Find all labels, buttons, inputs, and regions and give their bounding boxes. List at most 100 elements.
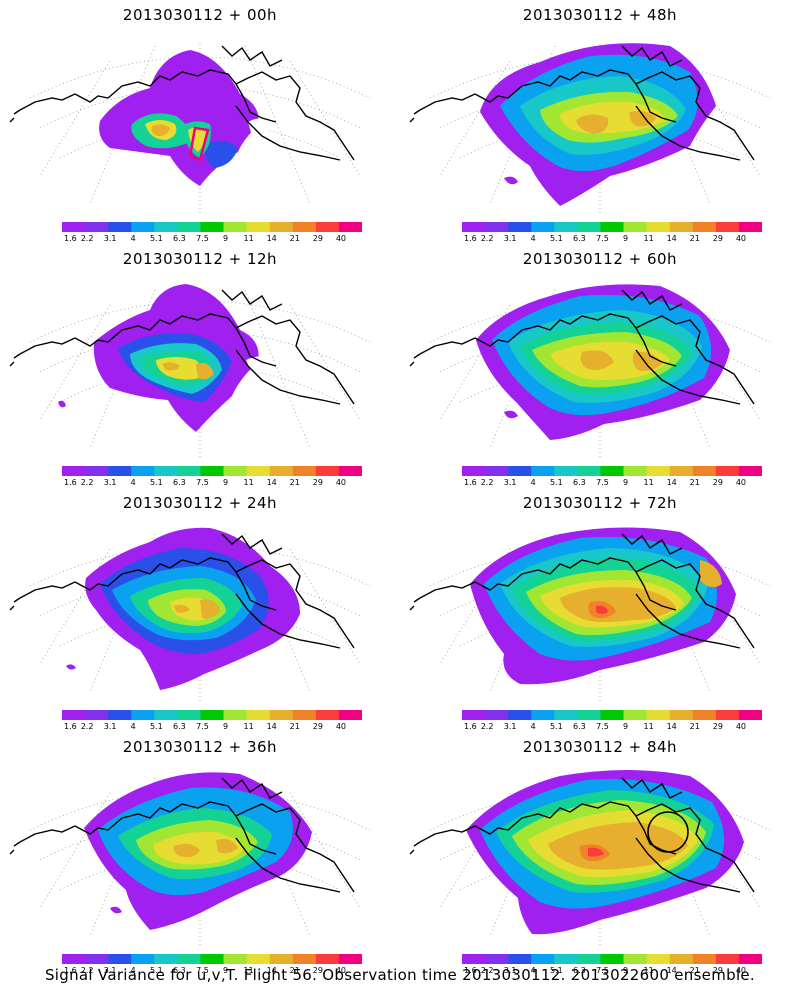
- colorbar-label: 29: [313, 722, 323, 730]
- colorbar-swatch: [554, 710, 578, 720]
- colorbar-swatch: [462, 710, 486, 720]
- colorbar-label: 5.1: [550, 234, 563, 242]
- colorbar-swatch: [531, 710, 555, 720]
- colorbar-swatch: [338, 466, 362, 476]
- panel-title: 2013030112 + 72h: [522, 494, 678, 512]
- colorbar: 1.6 2.2 3.1 4 5.1 6.3 7.5 9 11 14 21 29 40: [462, 954, 762, 974]
- colorbar-label: 2.2: [481, 234, 494, 242]
- colorbar-swatch: [62, 222, 86, 232]
- colorbar-swatch: [715, 954, 740, 964]
- colorbar-swatch: [223, 466, 247, 476]
- colorbar-label: 3.1: [104, 722, 117, 730]
- map-36h: [9, 772, 371, 948]
- variance-field: [470, 527, 736, 685]
- colorbar-label: 1.6: [64, 478, 77, 486]
- colorbar-swatch: [292, 710, 317, 720]
- colorbar-swatch: [292, 222, 317, 232]
- colorbar-label: 6.3: [173, 234, 186, 242]
- colorbar-label: 7.5: [596, 966, 609, 974]
- colorbar-swatch: [669, 222, 694, 232]
- colorbar-swatch: [531, 954, 555, 964]
- colorbar-label: 29: [313, 966, 323, 974]
- colorbar-swatch: [246, 954, 270, 964]
- colorbar-swatch: [108, 466, 132, 476]
- colorbar-swatch: [485, 710, 509, 720]
- panel-48h: 2013030112 + 48h 1: [400, 0, 800, 244]
- colorbar-label: 6.3: [173, 478, 186, 486]
- colorbar-swatch: [62, 954, 86, 964]
- panel-title: 2013030112 + 36h: [122, 738, 278, 756]
- colorbar-label: 9: [223, 234, 228, 242]
- colorbar-swatch: [600, 466, 624, 476]
- colorbar-label: 2.2: [81, 966, 94, 974]
- colorbar-swatch: [715, 222, 740, 232]
- panel-84h: 2013030112 + 84h: [400, 732, 800, 976]
- colorbar: 1.6 2.2 3.1 4 5.1 6.3 7.5 9 11 14 21 29 40: [62, 710, 362, 730]
- colorbar-swatch: [623, 222, 647, 232]
- colorbar-swatch: [315, 466, 340, 476]
- colorbar-swatch: [554, 466, 578, 476]
- colorbar-label: 40: [336, 234, 346, 242]
- colorbar: 1.6 2.2 3.1 4 5.1 6.3 7.5 9 11 14 21 29 40: [62, 954, 362, 974]
- colorbar-swatch: [600, 710, 624, 720]
- colorbar-swatch: [85, 466, 109, 476]
- colorbar-label: 14: [667, 722, 677, 730]
- colorbar-swatch: [269, 710, 294, 720]
- colorbar-label: 5.1: [150, 234, 163, 242]
- map-72h: [409, 527, 771, 704]
- colorbar-swatch: [508, 222, 532, 232]
- colorbar-label: 40: [336, 722, 346, 730]
- coastlines: [9, 289, 355, 405]
- colorbar-swatch: [738, 710, 762, 720]
- colorbar: 1.6 2.2 3.1 4 5.1 6.3 7.5 9 11 14 21 29 40: [62, 466, 362, 486]
- colorbar-label: 9: [223, 478, 228, 486]
- colorbar-swatch: [646, 710, 670, 720]
- colorbar-swatch: [623, 466, 647, 476]
- map-84h: [409, 770, 771, 948]
- colorbar-label: 14: [267, 722, 277, 730]
- colorbar-swatch: [715, 466, 740, 476]
- colorbar-swatch: [154, 710, 178, 720]
- colorbar-label: 7.5: [596, 478, 609, 486]
- colorbar-label: 7.5: [596, 234, 609, 242]
- colorbar-swatch: [508, 710, 532, 720]
- colorbar-label: 40: [336, 478, 346, 486]
- colorbar-swatch: [177, 222, 201, 232]
- colorbar-label: 5.1: [550, 722, 563, 730]
- colorbar-swatch: [738, 954, 762, 964]
- colorbar-label: 6.3: [573, 722, 586, 730]
- panel-title: 2013030112 + 00h: [122, 6, 278, 24]
- colorbar-label: 2.2: [481, 966, 494, 974]
- colorbar: 1.6 2.2 3.1 4 5.1 6.3 7.5 9 11 14 21 29 40: [62, 222, 362, 242]
- colorbar-label: 7.5: [196, 966, 209, 974]
- panel-title: 2013030112 + 84h: [522, 738, 678, 756]
- colorbar-label: 9: [623, 966, 628, 974]
- variance-field: [58, 284, 274, 432]
- colorbar-label: 14: [267, 478, 277, 486]
- colorbar-swatch: [269, 222, 294, 232]
- colorbar-label: 29: [713, 478, 723, 486]
- colorbar-label: 40: [736, 966, 746, 974]
- colorbar-swatch: [600, 954, 624, 964]
- colorbar-swatch: [531, 222, 555, 232]
- colorbar-label: 21: [690, 722, 700, 730]
- colorbar-label: 1.6: [64, 966, 77, 974]
- colorbar-label: 4: [531, 478, 536, 486]
- panel-grid: 2013030112 + 00h: [9, 0, 800, 976]
- colorbar-swatch: [692, 710, 717, 720]
- colorbar-label: 7.5: [196, 234, 209, 242]
- colorbar-swatch: [485, 222, 509, 232]
- colorbar-label: 3.1: [104, 478, 117, 486]
- colorbar-swatch: [131, 710, 155, 720]
- colorbar-swatch: [315, 710, 340, 720]
- colorbar-swatch: [646, 222, 670, 232]
- colorbar-swatch: [177, 710, 201, 720]
- variance-field: [84, 772, 312, 930]
- colorbar-label: 7.5: [196, 478, 209, 486]
- colorbar-swatch: [715, 710, 740, 720]
- colorbar-swatch: [62, 466, 86, 476]
- colorbar-label: 3.1: [504, 722, 517, 730]
- panel-title: 2013030112 + 48h: [522, 6, 678, 24]
- colorbar-swatch: [269, 954, 294, 964]
- panel-60h: 2013030112 + 60h: [400, 244, 800, 488]
